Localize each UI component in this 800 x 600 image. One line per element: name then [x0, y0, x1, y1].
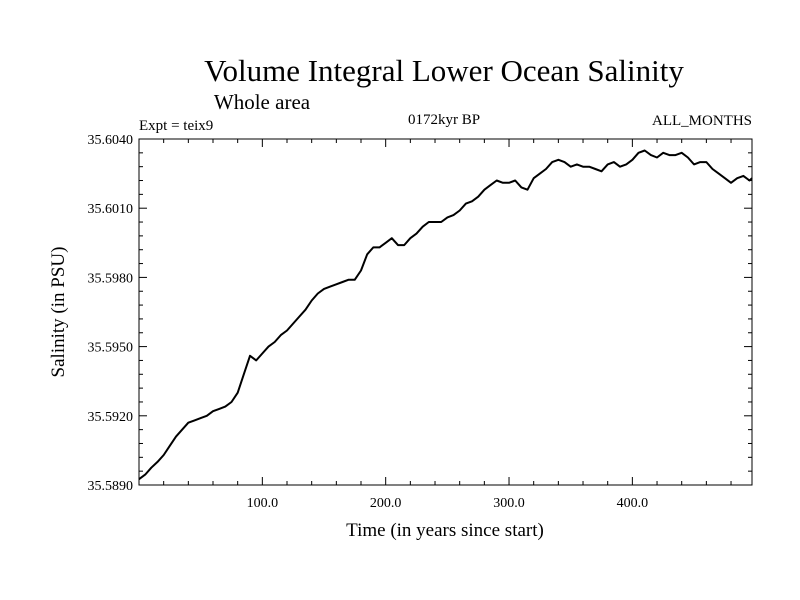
salinity-series-line — [138, 149, 753, 481]
x-axis-tick-labels: 100.0 200.0 300.0 400.0 — [247, 496, 649, 511]
y-tick-label: 35.5980 — [88, 271, 134, 286]
plot-frame — [138, 138, 753, 486]
y-tick-label: 35.6010 — [88, 202, 134, 217]
y-axis-tick-labels: 35.5890 35.5920 35.5950 35.5980 35.6010 … — [88, 133, 134, 494]
chart-subtitle: Whole area — [214, 90, 311, 114]
y-axis-label: Salinity (in PSU) — [48, 247, 69, 378]
months-label: ALL_MONTHS — [652, 113, 752, 129]
y-tick-label: 35.5890 — [88, 479, 134, 494]
x-tick-label: 100.0 — [247, 496, 279, 511]
period-label: 0172kyr BP — [408, 112, 480, 128]
chart-title: Volume Integral Lower Ocean Salinity — [204, 53, 684, 88]
x-axis-ticks — [163, 139, 732, 485]
x-tick-label: 400.0 — [617, 496, 649, 511]
y-tick-label: 35.5950 — [88, 341, 134, 356]
expt-label: Expt = teix9 — [139, 118, 213, 134]
y-tick-label: 35.6040 — [88, 133, 134, 148]
x-tick-label: 200.0 — [370, 496, 402, 511]
y-tick-label: 35.5920 — [88, 410, 134, 425]
y-axis-ticks — [139, 152, 752, 472]
x-axis-label: Time (in years since start) — [346, 520, 544, 541]
x-tick-label: 300.0 — [493, 496, 525, 511]
